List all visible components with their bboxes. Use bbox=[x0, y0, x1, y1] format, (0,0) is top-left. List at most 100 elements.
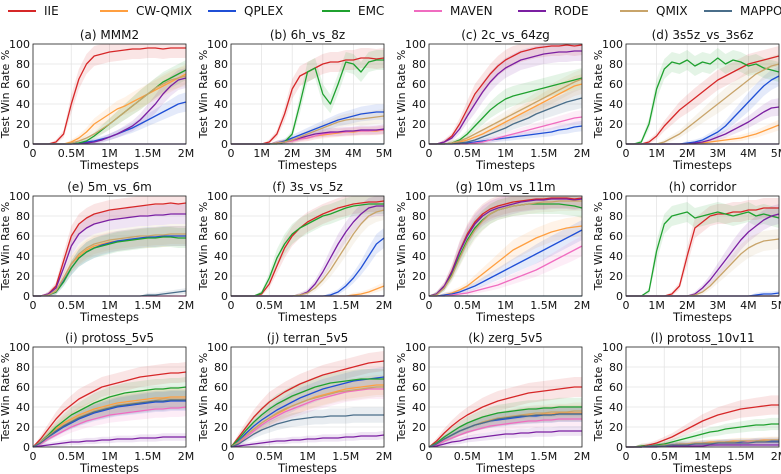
x-tick-label: 4M bbox=[740, 299, 757, 312]
x-tick-label: 1.5M bbox=[332, 450, 359, 463]
legend-item-maven: MAVEN bbox=[414, 3, 493, 19]
band-cw-qmix bbox=[231, 375, 384, 447]
legend-swatch bbox=[322, 10, 350, 12]
x-tick-label: 2M bbox=[574, 147, 591, 160]
series-line-mappo bbox=[626, 441, 779, 448]
y-tick-label: 0 bbox=[23, 290, 30, 303]
chart-panel-5: 0 20 40 60 80 100 0 0.5M 1M 1.5M 2M (f) 3s_vs_5z Tim… bbox=[197, 180, 392, 324]
band-maven bbox=[429, 412, 582, 447]
legend-label: CW-QMIX bbox=[136, 4, 193, 18]
band-iie bbox=[231, 196, 384, 296]
band-iie bbox=[429, 377, 582, 447]
y-tick-label: 80 bbox=[609, 210, 623, 223]
series-line-qplex bbox=[429, 229, 583, 297]
y-tick-label: 80 bbox=[412, 210, 426, 223]
x-tick-label: 5M bbox=[771, 147, 781, 160]
y-tick-label: 40 bbox=[412, 98, 426, 111]
y-tick-label: 60 bbox=[214, 230, 228, 243]
band-qplex bbox=[231, 104, 384, 144]
legend-label: MAVEN bbox=[450, 4, 493, 18]
x-tick-label: 0 bbox=[426, 450, 433, 463]
series-line-rode bbox=[33, 213, 186, 297]
band-cw-qmix bbox=[231, 282, 384, 296]
band-qplex bbox=[626, 66, 779, 144]
x-axis-label: Timesteps bbox=[277, 461, 337, 474]
axes-frame bbox=[428, 195, 583, 297]
x-axis-label: Timesteps bbox=[79, 158, 139, 172]
y-tick-label: 80 bbox=[214, 361, 228, 374]
band-rode bbox=[231, 196, 384, 296]
band-rode bbox=[33, 204, 186, 296]
series-line-iie bbox=[33, 202, 187, 297]
legend-swatch bbox=[100, 10, 128, 12]
legend: IIE CW-QMIX QPLEX EMC MAVEN RODE QMIX MAPPO bbox=[0, 0, 781, 22]
y-tick-label: 100 bbox=[602, 341, 623, 354]
x-axis-label: Timesteps bbox=[475, 461, 535, 474]
x-tick-label: 1M bbox=[694, 450, 711, 463]
x-tick-label: 0 bbox=[30, 147, 37, 160]
legend-label: IIE bbox=[44, 4, 59, 18]
series-line-maven bbox=[428, 418, 582, 448]
x-tick-label: 0.5M bbox=[256, 299, 283, 312]
y-tick-label: 80 bbox=[214, 58, 228, 71]
x-tick-label: 3M bbox=[710, 299, 727, 312]
chart-panel-0: 0 20 40 60 80 100 0 0.5M 1M 1.5M 2M (a) MMM2 Timeste… bbox=[0, 28, 194, 172]
y-axis-label: Test Win Rate % bbox=[395, 50, 408, 140]
band-rode bbox=[429, 44, 582, 144]
y-tick-label: 20 bbox=[412, 421, 426, 434]
y-tick-label: 20 bbox=[16, 421, 30, 434]
x-tick-label: 2M bbox=[376, 450, 393, 463]
chart-title: (f) 3s_vs_5z bbox=[272, 180, 343, 194]
x-tick-label: 0 bbox=[426, 299, 433, 312]
legend-swatch bbox=[208, 10, 236, 12]
band-emc bbox=[231, 196, 384, 296]
band-iie bbox=[626, 46, 779, 144]
legend-swatch bbox=[620, 10, 648, 12]
band-emc bbox=[429, 397, 582, 447]
band-maven bbox=[429, 236, 582, 296]
x-tick-label: 1M bbox=[648, 147, 665, 160]
y-tick-label: 0 bbox=[419, 138, 426, 151]
y-tick-label: 60 bbox=[609, 381, 623, 394]
y-tick-label: 60 bbox=[214, 381, 228, 394]
y-tick-label: 20 bbox=[412, 270, 426, 283]
y-axis-label: Test Win Rate % bbox=[197, 202, 210, 292]
y-axis-label: Test Win Rate % bbox=[592, 202, 605, 292]
x-tick-label: 1.5M bbox=[134, 147, 161, 160]
y-tick-label: 20 bbox=[609, 421, 623, 434]
band-cw-qmix bbox=[429, 74, 582, 144]
y-tick-label: 0 bbox=[419, 441, 426, 454]
y-tick-label: 20 bbox=[16, 270, 30, 283]
series-line-iie bbox=[626, 55, 780, 145]
legend-item-cw-qmix: CW-QMIX bbox=[100, 3, 192, 19]
series-line-emc bbox=[626, 57, 780, 145]
y-axis-label: Test Win Rate % bbox=[197, 50, 210, 140]
x-tick-label: 2M bbox=[574, 450, 591, 463]
x-tick-label: 2M bbox=[679, 147, 696, 160]
x-tick-label: 0 bbox=[30, 299, 37, 312]
axes-frame bbox=[625, 43, 780, 145]
y-tick-label: 60 bbox=[16, 381, 30, 394]
band-mappo bbox=[33, 390, 186, 447]
x-tick-label: 0 bbox=[228, 450, 235, 463]
x-axis-label: Timesteps bbox=[277, 310, 337, 324]
x-tick-label: 2M bbox=[178, 299, 195, 312]
axes-frame bbox=[230, 346, 385, 448]
band-cw-qmix bbox=[231, 125, 384, 144]
band-emc bbox=[33, 227, 186, 296]
band-iie bbox=[33, 362, 186, 447]
band-emc bbox=[429, 68, 582, 144]
y-axis-label: Test Win Rate % bbox=[395, 353, 408, 443]
x-tick-label: 1M bbox=[497, 450, 514, 463]
y-tick-label: 40 bbox=[16, 401, 30, 414]
y-tick-label: 60 bbox=[16, 230, 30, 243]
chart-panel-7: 0 20 40 60 80 100 0 1M 2M 3M 4M 5M (h) corridor Times… bbox=[592, 180, 781, 324]
x-tick-label: 0.5M bbox=[454, 299, 481, 312]
y-tick-label: 0 bbox=[616, 441, 623, 454]
chart-panel-6: 0 20 40 60 80 100 0 0.5M 1M 1.5M 2M (g) 10m_vs_11m T… bbox=[395, 180, 590, 324]
y-tick-label: 80 bbox=[16, 58, 30, 71]
x-tick-label: 1M bbox=[101, 450, 118, 463]
chart-title: (h) corridor bbox=[669, 180, 737, 194]
series-line-qmix bbox=[230, 386, 384, 448]
series-line-qmix bbox=[33, 233, 186, 297]
